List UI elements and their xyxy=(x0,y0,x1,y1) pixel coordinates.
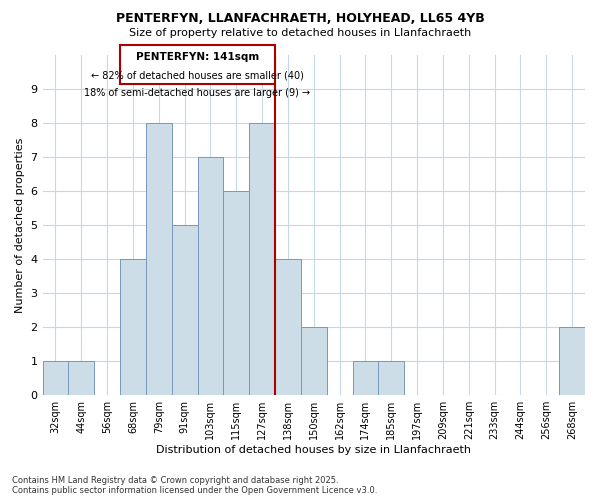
Bar xyxy=(559,327,585,395)
Bar xyxy=(223,191,249,395)
Text: Contains HM Land Registry data © Crown copyright and database right 2025.
Contai: Contains HM Land Registry data © Crown c… xyxy=(12,476,377,495)
Text: PENTERFYN: 141sqm: PENTERFYN: 141sqm xyxy=(136,52,259,62)
Bar xyxy=(120,259,146,395)
Bar xyxy=(172,225,197,395)
Text: PENTERFYN, LLANFACHRAETH, HOLYHEAD, LL65 4YB: PENTERFYN, LLANFACHRAETH, HOLYHEAD, LL65… xyxy=(116,12,484,26)
Bar xyxy=(379,361,404,395)
Bar xyxy=(249,123,275,395)
Bar xyxy=(197,157,223,395)
Text: ← 82% of detached houses are smaller (40): ← 82% of detached houses are smaller (40… xyxy=(91,70,304,81)
FancyBboxPatch shape xyxy=(120,45,275,84)
Bar xyxy=(146,123,172,395)
Bar xyxy=(301,327,326,395)
Bar xyxy=(275,259,301,395)
X-axis label: Distribution of detached houses by size in Llanfachraeth: Distribution of detached houses by size … xyxy=(156,445,471,455)
Bar xyxy=(43,361,68,395)
Bar xyxy=(353,361,379,395)
Y-axis label: Number of detached properties: Number of detached properties xyxy=(15,138,25,313)
Text: Size of property relative to detached houses in Llanfachraeth: Size of property relative to detached ho… xyxy=(129,28,471,38)
Bar xyxy=(68,361,94,395)
Text: 18% of semi-detached houses are larger (9) →: 18% of semi-detached houses are larger (… xyxy=(85,88,311,99)
